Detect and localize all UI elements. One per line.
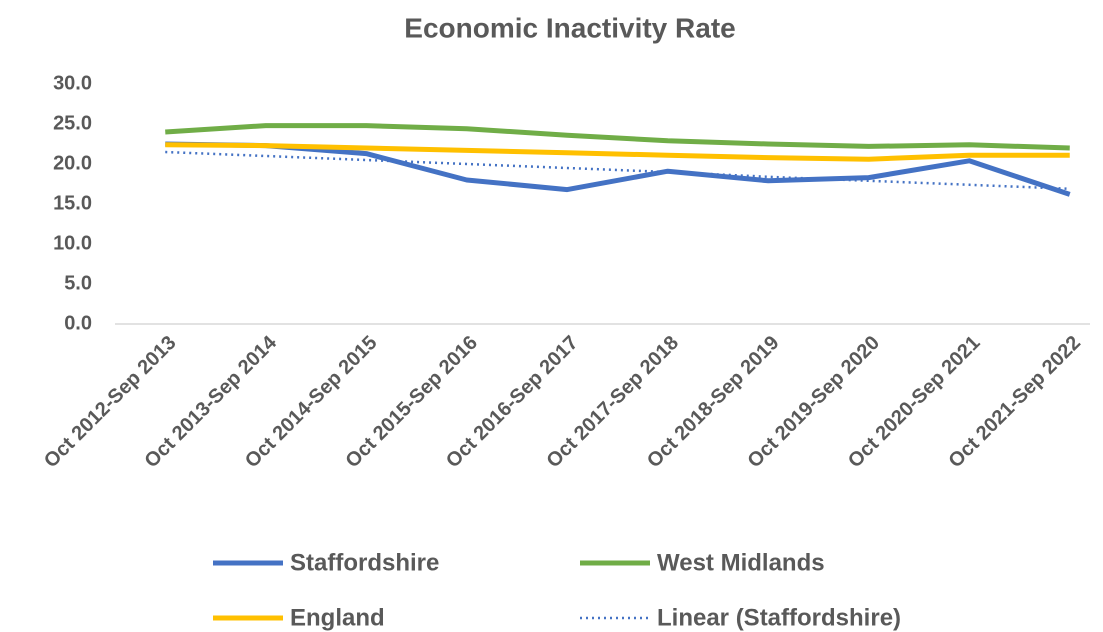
y-tick-label: 10.0 <box>53 232 92 254</box>
series-line <box>165 123 1070 151</box>
y-tick-label: 25.0 <box>53 112 92 134</box>
legend-label: Staffordshire <box>290 549 439 576</box>
series-line <box>165 141 1071 197</box>
legend-label: England <box>290 604 385 631</box>
legend-label: Linear (Staffordshire) <box>657 604 901 631</box>
series-line <box>165 142 1070 162</box>
y-tick-label: 30.0 <box>53 72 92 94</box>
y-tick-label: 0.0 <box>64 312 92 334</box>
legend-label: West Midlands <box>657 549 825 576</box>
chart-title: Economic Inactivity Rate <box>404 12 735 43</box>
y-tick-label: 5.0 <box>64 272 92 294</box>
y-tick-label: 15.0 <box>53 192 92 214</box>
y-tick-label: 20.0 <box>53 152 92 174</box>
series-line <box>165 150 1070 191</box>
